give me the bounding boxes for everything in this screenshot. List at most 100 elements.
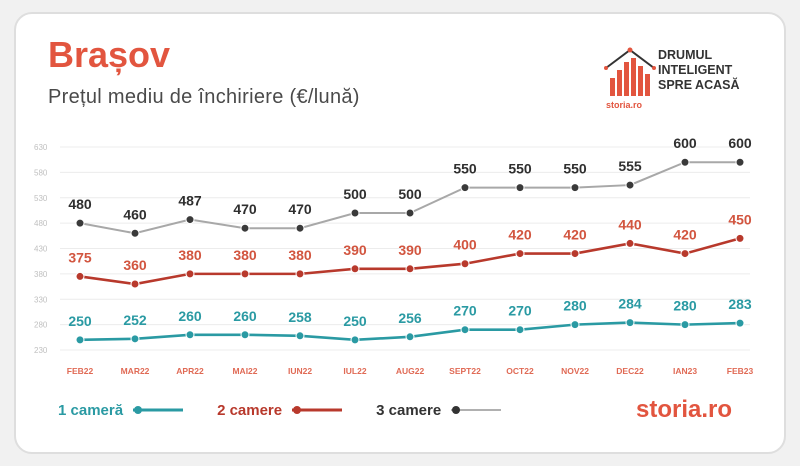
- x-tick-label: IUL22: [343, 366, 366, 376]
- storia-brand-bottom: storia.ro: [636, 396, 733, 423]
- data-point: [295, 269, 305, 279]
- data-point: [460, 183, 470, 193]
- data-point: [680, 157, 690, 167]
- data-label: 400: [453, 237, 477, 253]
- data-point: [460, 259, 470, 269]
- data-label: 420: [563, 227, 587, 243]
- data-label: 283: [728, 296, 752, 312]
- data-label: 450: [728, 211, 752, 227]
- data-point: [240, 330, 250, 340]
- y-tick-label: 230: [34, 346, 48, 355]
- data-point: [75, 271, 85, 281]
- data-label: 375: [68, 249, 92, 265]
- data-point: [240, 269, 250, 279]
- data-label: 270: [508, 303, 532, 319]
- data-point: [515, 249, 525, 259]
- data-point: [350, 335, 360, 345]
- x-tick-label: MAR22: [121, 366, 150, 376]
- data-label: 360: [123, 257, 147, 273]
- x-tick-label: DEC22: [616, 366, 644, 376]
- tagline: DRUMUL INTELIGENT SPRE ACASĂ: [658, 48, 768, 93]
- data-point: [625, 238, 635, 248]
- data-point: [295, 331, 305, 341]
- y-tick-label: 530: [34, 194, 48, 203]
- legend-swatch-1-camera: [133, 406, 184, 414]
- data-point: [350, 208, 360, 218]
- data-label: 380: [233, 247, 257, 263]
- data-label: 256: [398, 310, 422, 326]
- x-tick-label: FEB23: [727, 366, 754, 376]
- data-point: [460, 325, 470, 335]
- data-point: [515, 183, 525, 193]
- legend-label-3-camere: 3 camere: [376, 401, 442, 419]
- tagline-line-2: INTELIGENT: [658, 63, 733, 77]
- data-point: [405, 208, 415, 218]
- data-label: 470: [233, 201, 257, 217]
- storia-logo-top: DRUMUL INTELIGENT SPRE ACASĂ storia.ro: [600, 44, 760, 124]
- x-tick-label: SEPT22: [449, 366, 481, 376]
- legend-item-1-camera: 1 cameră: [58, 401, 184, 419]
- data-point: [185, 330, 195, 340]
- legend-swatch-3-camere: [451, 406, 502, 414]
- data-point: [735, 233, 745, 243]
- y-tick-label: 380: [34, 270, 48, 279]
- y-tick-label: 630: [34, 143, 48, 152]
- data-point: [405, 264, 415, 274]
- legend-label-1-camera: 1 cameră: [58, 401, 124, 419]
- data-label: 250: [343, 313, 367, 329]
- data-point: [735, 157, 745, 167]
- data-label: 280: [673, 298, 697, 314]
- legend-swatch-2-camere: [292, 406, 343, 414]
- infographic-card: [14, 12, 786, 454]
- data-label: 420: [673, 227, 697, 243]
- data-point: [570, 320, 580, 330]
- data-point: [75, 218, 85, 228]
- data-point: [680, 249, 690, 259]
- data-label: 260: [233, 308, 257, 324]
- x-tick-label: NOV22: [561, 366, 589, 376]
- city-title: Brașov: [48, 34, 171, 75]
- legend: 1 cameră 2 camere 3 camere: [58, 398, 535, 422]
- data-label: 284: [618, 296, 642, 312]
- data-point: [625, 318, 635, 328]
- data-label: 460: [123, 206, 147, 222]
- legend-item-3-camere: 3 camere: [376, 401, 502, 419]
- data-label: 555: [618, 158, 642, 174]
- data-point: [515, 325, 525, 335]
- x-tick-label: IAN23: [673, 366, 697, 376]
- y-tick-label: 330: [34, 295, 48, 304]
- x-tick-label: AUG22: [396, 366, 425, 376]
- data-label: 252: [123, 312, 147, 328]
- data-point: [130, 279, 140, 289]
- data-label: 480: [68, 196, 92, 212]
- data-label: 470: [288, 201, 312, 217]
- x-tick-label: APR22: [176, 366, 204, 376]
- legend-label-2-camere: 2 camere: [217, 401, 283, 419]
- data-point: [625, 180, 635, 190]
- house-bars-icon: [604, 47, 656, 96]
- data-label: 270: [453, 303, 477, 319]
- data-label: 280: [563, 298, 587, 314]
- data-point: [75, 335, 85, 345]
- data-point: [185, 269, 195, 279]
- data-label: 550: [453, 161, 477, 177]
- data-label: 250: [68, 313, 92, 329]
- data-point: [130, 334, 140, 344]
- data-point: [735, 318, 745, 328]
- data-point: [185, 215, 195, 225]
- data-label: 600: [728, 135, 752, 151]
- data-point: [570, 249, 580, 259]
- x-tick-label: OCT22: [506, 366, 534, 376]
- data-point: [240, 223, 250, 233]
- data-label: 420: [508, 227, 532, 243]
- data-label: 500: [343, 186, 367, 202]
- data-point: [405, 332, 415, 342]
- data-point: [350, 264, 360, 274]
- data-label: 550: [563, 161, 587, 177]
- mini-brand: storia.ro: [606, 100, 643, 110]
- tagline-line-1: DRUMUL: [658, 48, 713, 62]
- chart-subtitle: Prețul mediu de închiriere (€/lună): [48, 86, 360, 108]
- data-label: 260: [178, 308, 202, 324]
- data-point: [295, 223, 305, 233]
